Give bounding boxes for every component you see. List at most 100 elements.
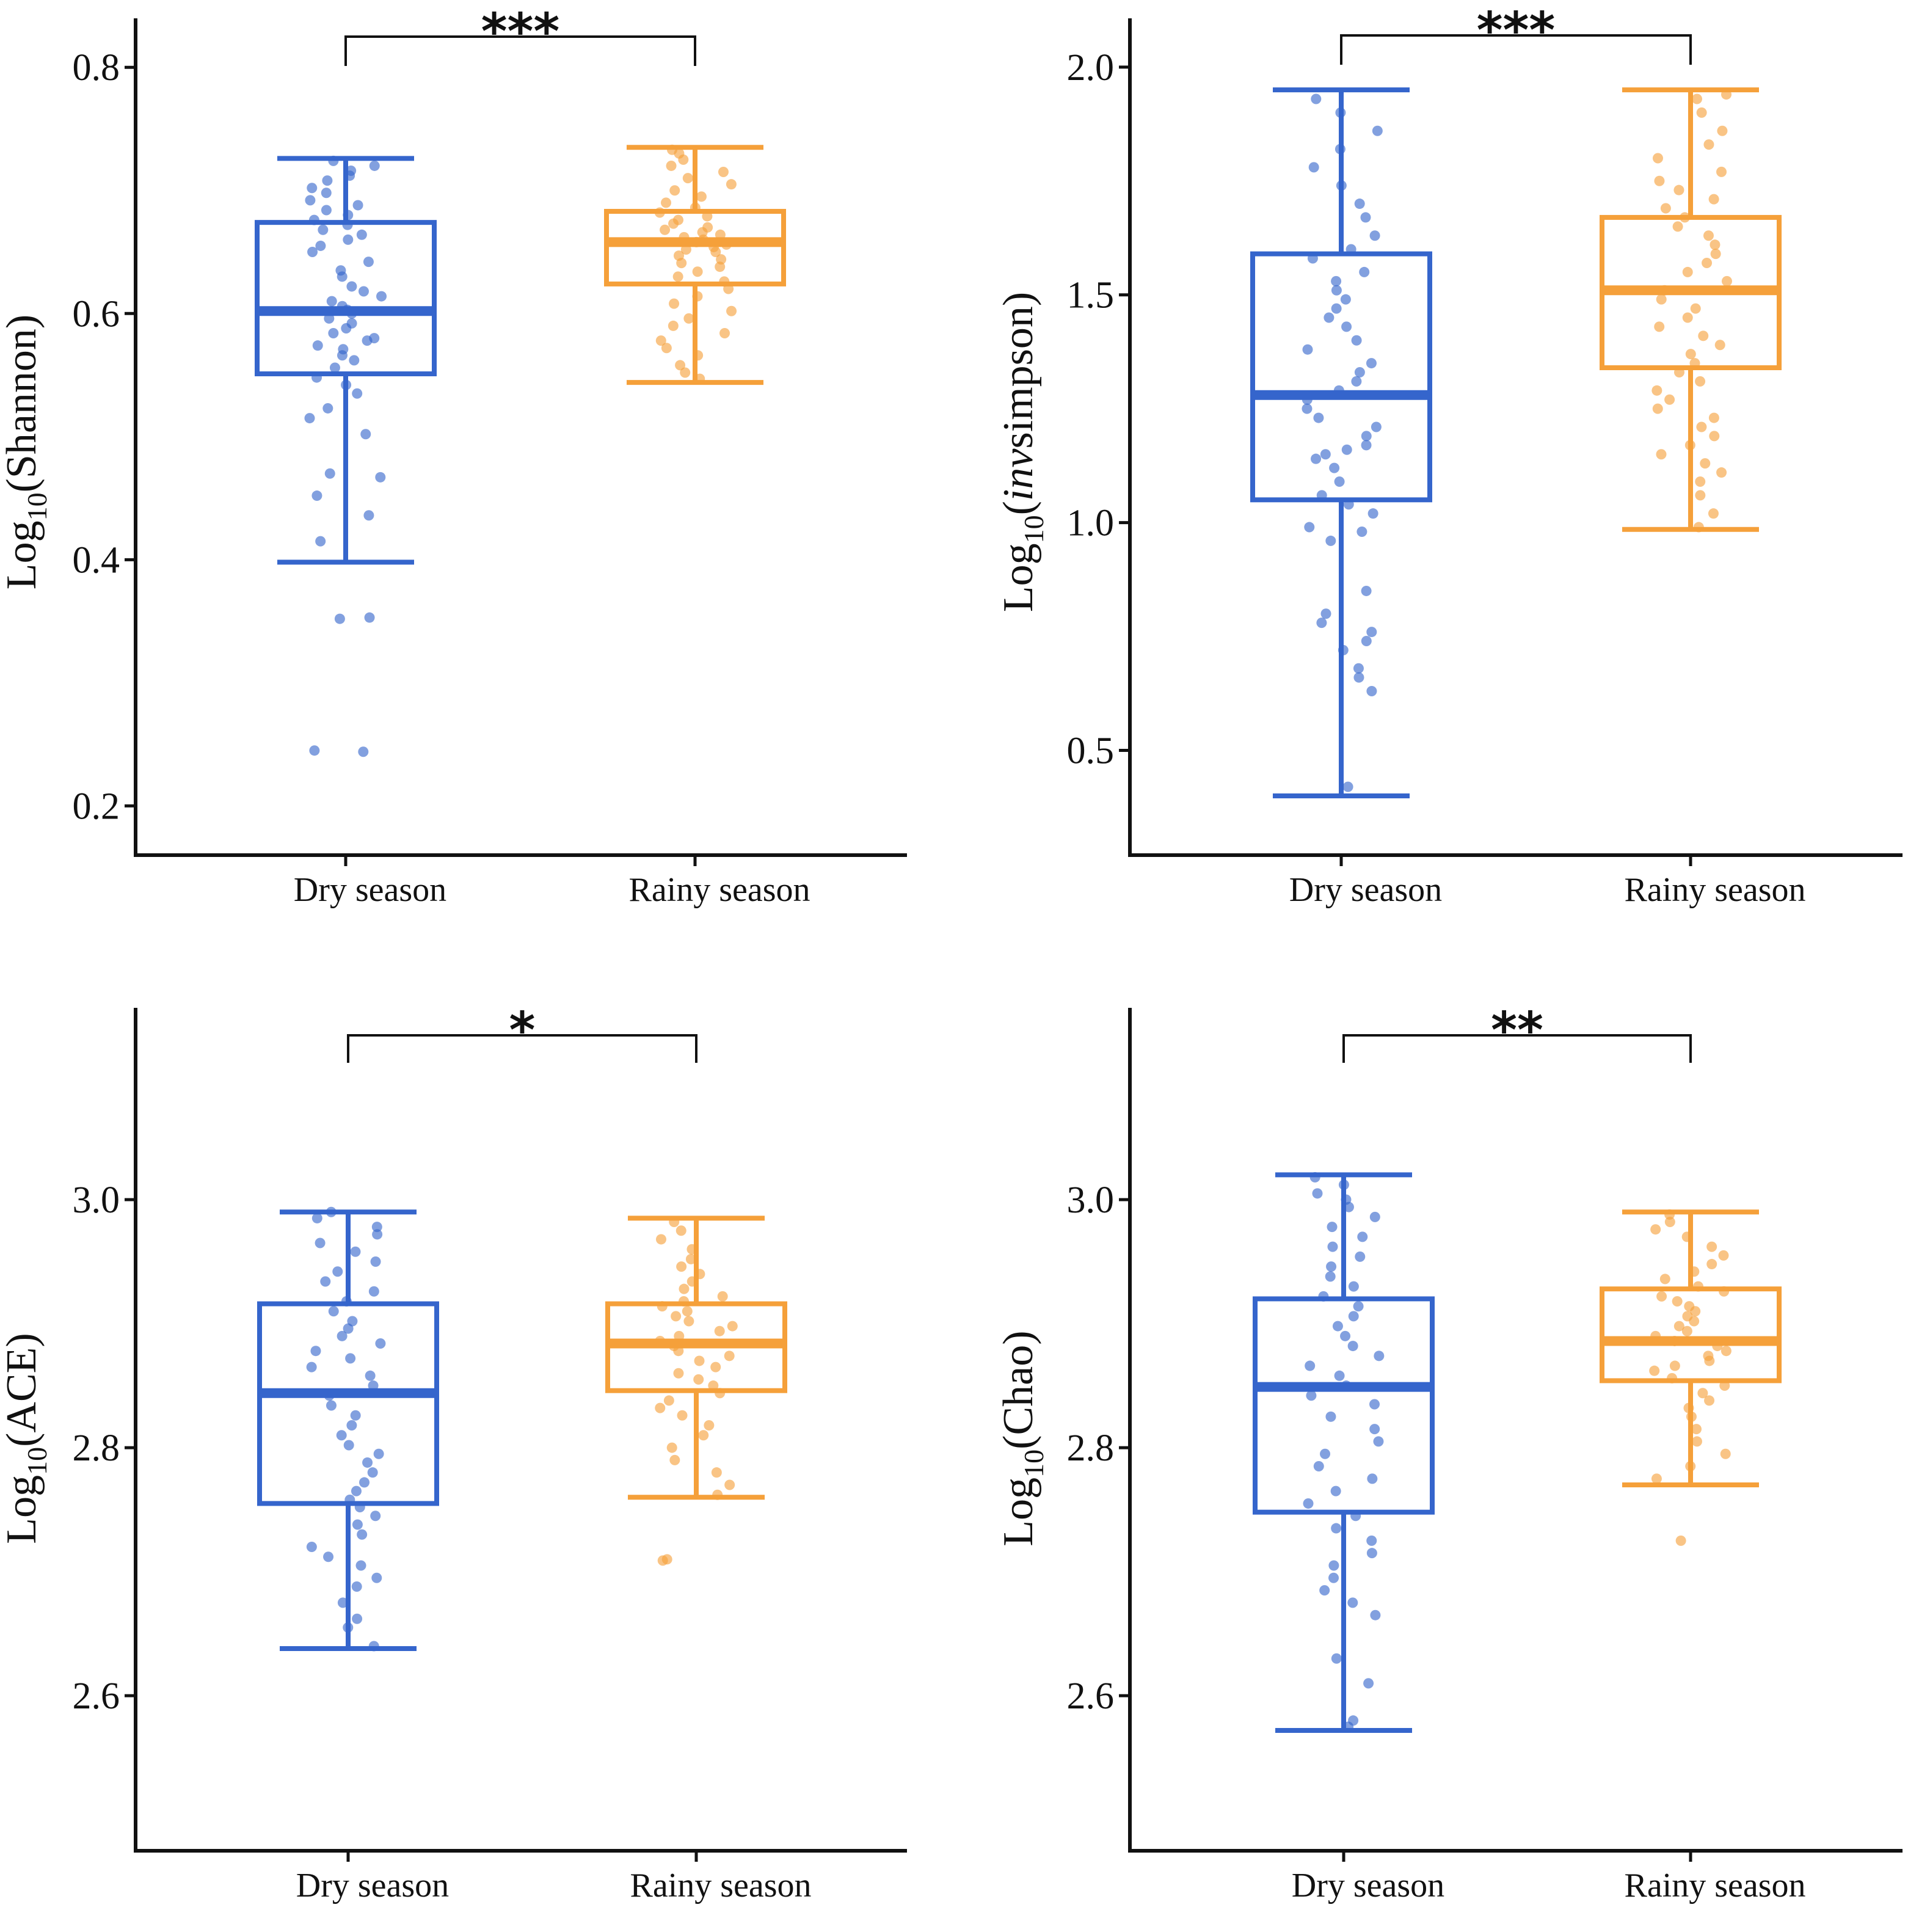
data-point: [1691, 1424, 1702, 1435]
data-point: [364, 612, 375, 623]
data-point: [1325, 1271, 1336, 1282]
data-point: [1675, 1535, 1686, 1546]
data-point: [345, 1353, 356, 1364]
box: [1250, 251, 1432, 503]
data-point: [1331, 303, 1342, 314]
data-point: [1366, 358, 1377, 369]
data-point: [1334, 1370, 1345, 1381]
data-point: [669, 185, 680, 196]
data-point: [373, 1448, 384, 1459]
data-point: [1649, 1365, 1660, 1376]
data-point: [322, 403, 333, 414]
data-point: [1354, 366, 1365, 377]
data-point: [328, 328, 339, 339]
series-rainy-season: [604, 144, 786, 385]
data-point: [1695, 476, 1706, 487]
x-category-label: Rainy season: [1624, 871, 1805, 909]
data-point: [682, 173, 693, 184]
y-tick-label: 0.8: [73, 47, 120, 89]
data-point: [346, 318, 357, 329]
data-point: [352, 1613, 363, 1624]
data-point: [1316, 618, 1327, 629]
data-point: [655, 335, 666, 346]
data-point: [370, 1256, 381, 1267]
data-point: [1716, 467, 1727, 478]
data-point: [352, 200, 363, 211]
data-point: [1361, 431, 1372, 442]
data-point: [1720, 1448, 1731, 1459]
data-point: [679, 1283, 690, 1294]
data-point: [655, 1234, 666, 1245]
panel-4: 2.6 2.8 3.0 Dry season Rainy season Log10(Cha…: [995, 1002, 1903, 1905]
data-point: [1302, 344, 1313, 355]
data-point: [347, 1316, 358, 1327]
data-point: [1319, 1585, 1330, 1596]
data-point: [315, 240, 326, 251]
data-point: [1706, 1259, 1717, 1270]
data-point: [1366, 1535, 1377, 1546]
data-point: [307, 183, 318, 194]
data-point: [322, 175, 333, 186]
y-tick-label: 3.0: [1067, 1179, 1115, 1221]
data-point: [1721, 1346, 1731, 1357]
y-axis-label: Log10(ACE): [0, 1333, 53, 1544]
data-point: [1367, 508, 1378, 519]
data-point: [1695, 376, 1706, 387]
data-point: [343, 234, 354, 245]
data-point: [680, 367, 691, 378]
data-point: [1357, 1231, 1368, 1242]
data-point: [1348, 1281, 1359, 1292]
data-point: [1359, 266, 1370, 277]
data-point: [1652, 153, 1663, 164]
x-category-label: Dry season: [1292, 1867, 1444, 1905]
data-point: [1347, 1341, 1358, 1352]
data-point: [1710, 239, 1721, 250]
data-point: [710, 1362, 721, 1372]
data-point: [1329, 462, 1340, 473]
significance-label: **: [1491, 1002, 1543, 1060]
data-point: [329, 362, 340, 373]
data-point: [683, 313, 694, 324]
data-point: [726, 179, 737, 190]
y-axis-label-subscript: 10: [21, 492, 53, 520]
data-point: [1656, 1291, 1667, 1302]
data-point: [1353, 672, 1364, 683]
data-point: [371, 1572, 382, 1583]
x-category-label: Rainy season: [628, 871, 810, 909]
data-point: [1369, 1211, 1380, 1222]
data-point: [719, 328, 730, 339]
data-point: [1313, 412, 1324, 423]
data-point: [1342, 781, 1353, 792]
data-point: [356, 229, 367, 240]
data-point: [350, 1246, 361, 1257]
series-dry-season: [257, 1206, 439, 1652]
data-point: [1708, 508, 1719, 519]
data-point: [1363, 1678, 1374, 1689]
data-point: [1331, 285, 1342, 296]
data-point: [1702, 258, 1713, 269]
series-rainy-season: [605, 1216, 787, 1566]
data-point: [1664, 394, 1675, 405]
data-point: [711, 1467, 722, 1478]
data-point: [306, 1542, 317, 1553]
data-point: [1651, 1473, 1662, 1484]
data-point: [1716, 166, 1727, 177]
data-point: [661, 343, 672, 354]
data-point: [370, 1511, 381, 1522]
data-point: [1710, 249, 1721, 260]
data-point: [1684, 1301, 1695, 1312]
data-point: [669, 298, 680, 309]
data-point: [1696, 421, 1707, 432]
data-point: [376, 291, 387, 302]
data-point: [660, 197, 671, 208]
data-point: [1703, 230, 1714, 241]
data-point: [1708, 412, 1719, 423]
y-tick-label: 0.2: [73, 786, 120, 827]
data-point: [1685, 349, 1696, 360]
data-point: [1714, 340, 1725, 351]
data-point: [1366, 1548, 1377, 1559]
data-point: [358, 286, 369, 297]
box: [255, 220, 437, 377]
data-point: [375, 1338, 386, 1349]
data-point: [685, 1253, 696, 1264]
